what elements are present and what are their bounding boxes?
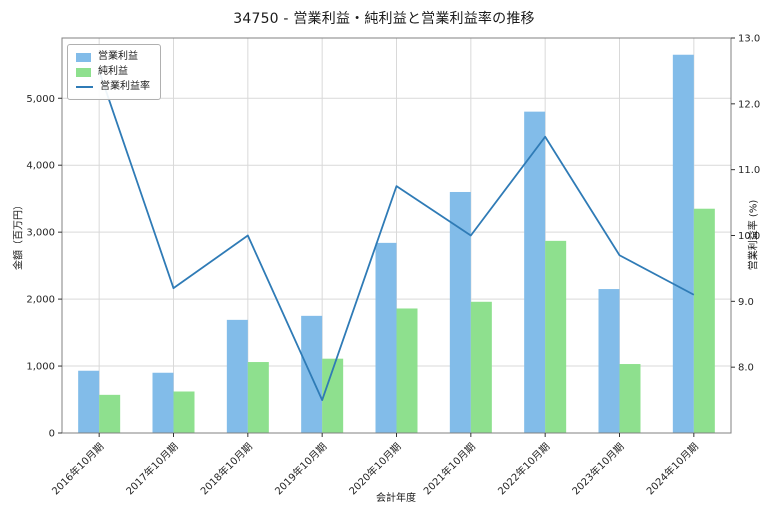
y-tick-label-left: 4,000 (26, 161, 55, 172)
x-tick-label: 2019年10月期 (272, 440, 329, 497)
bar-営業利益-2019年10月期 (301, 315, 323, 433)
x-tick-label: 2016年10月期 (49, 440, 106, 497)
y-tick-label-left: 3,000 (26, 228, 55, 239)
x-tick-label: 2022年10月期 (495, 440, 552, 497)
bar-営業利益-2017年10月期 (152, 372, 174, 433)
bar-純利益-2021年10月期 (470, 301, 492, 433)
bar-純利益-2023年10月期 (619, 364, 641, 433)
x-tick-label: 2018年10月期 (198, 440, 255, 497)
x-tick-label: 2023年10月期 (569, 440, 626, 497)
y-tick-label-left: 1,000 (26, 362, 55, 373)
legend-item-operating-profit: 営業利益 (76, 52, 150, 62)
bar-営業利益-2023年10月期 (598, 289, 620, 433)
bar-純利益-2024年10月期 (693, 208, 715, 433)
legend-label: 営業利益率 (100, 81, 150, 92)
bar-営業利益-2022年10月期 (524, 111, 546, 433)
x-tick-label: 2021年10月期 (421, 440, 478, 497)
chart-legend: 営業利益 純利益 営業利益率 (67, 44, 161, 100)
y-tick-label-right: 8.0 (738, 363, 754, 374)
legend-item-net-profit: 純利益 (76, 67, 150, 77)
bar-純利益-2022年10月期 (545, 240, 567, 433)
y-tick-label-right: 13.0 (738, 34, 760, 45)
y-tick-label-right: 11.0 (738, 165, 760, 176)
x-axis-label: 会計年度 (376, 493, 416, 504)
y-tick-label-left: 5,000 (26, 94, 55, 105)
line-営業利益率 (98, 70, 695, 401)
legend-swatch-line-icon (76, 86, 93, 88)
legend-item-operating-margin: 営業利益率 (76, 82, 150, 92)
bar-純利益-2019年10月期 (322, 358, 344, 433)
bar-営業利益-2020年10月期 (375, 242, 397, 433)
bar-純利益-2018年10月期 (247, 362, 269, 433)
bar-営業利益-2018年10月期 (226, 319, 248, 433)
bar-純利益-2020年10月期 (396, 308, 418, 433)
bar-営業利益-2024年10月期 (672, 54, 694, 433)
y-tick-label-right: 9.0 (738, 297, 754, 308)
y-tick-label-left: 0 (49, 429, 55, 440)
legend-swatch-bar-icon (76, 67, 91, 77)
legend-swatch-bar-icon (76, 52, 91, 62)
y-tick-label-right: 12.0 (738, 99, 760, 110)
legend-label: 純利益 (98, 66, 128, 77)
bar-営業利益-2016年10月期 (78, 370, 100, 433)
y-tick-label-left: 2,000 (26, 295, 55, 306)
y-axis-label-right: 営業利益率 (%) (748, 199, 760, 271)
bar-営業利益-2021年10月期 (449, 191, 471, 433)
bar-純利益-2016年10月期 (99, 394, 121, 433)
y-tick-label-right: 10.0 (738, 231, 760, 242)
x-tick-label: 2024年10月期 (644, 440, 701, 497)
y-axis-label-left: 金額（百万円） (13, 200, 25, 270)
legend-label: 営業利益 (98, 51, 138, 62)
chart-title: 34750 - 営業利益・純利益と営業利益率の推移 (233, 11, 535, 27)
bar-純利益-2017年10月期 (173, 391, 195, 433)
x-tick-label: 2017年10月期 (123, 440, 180, 497)
